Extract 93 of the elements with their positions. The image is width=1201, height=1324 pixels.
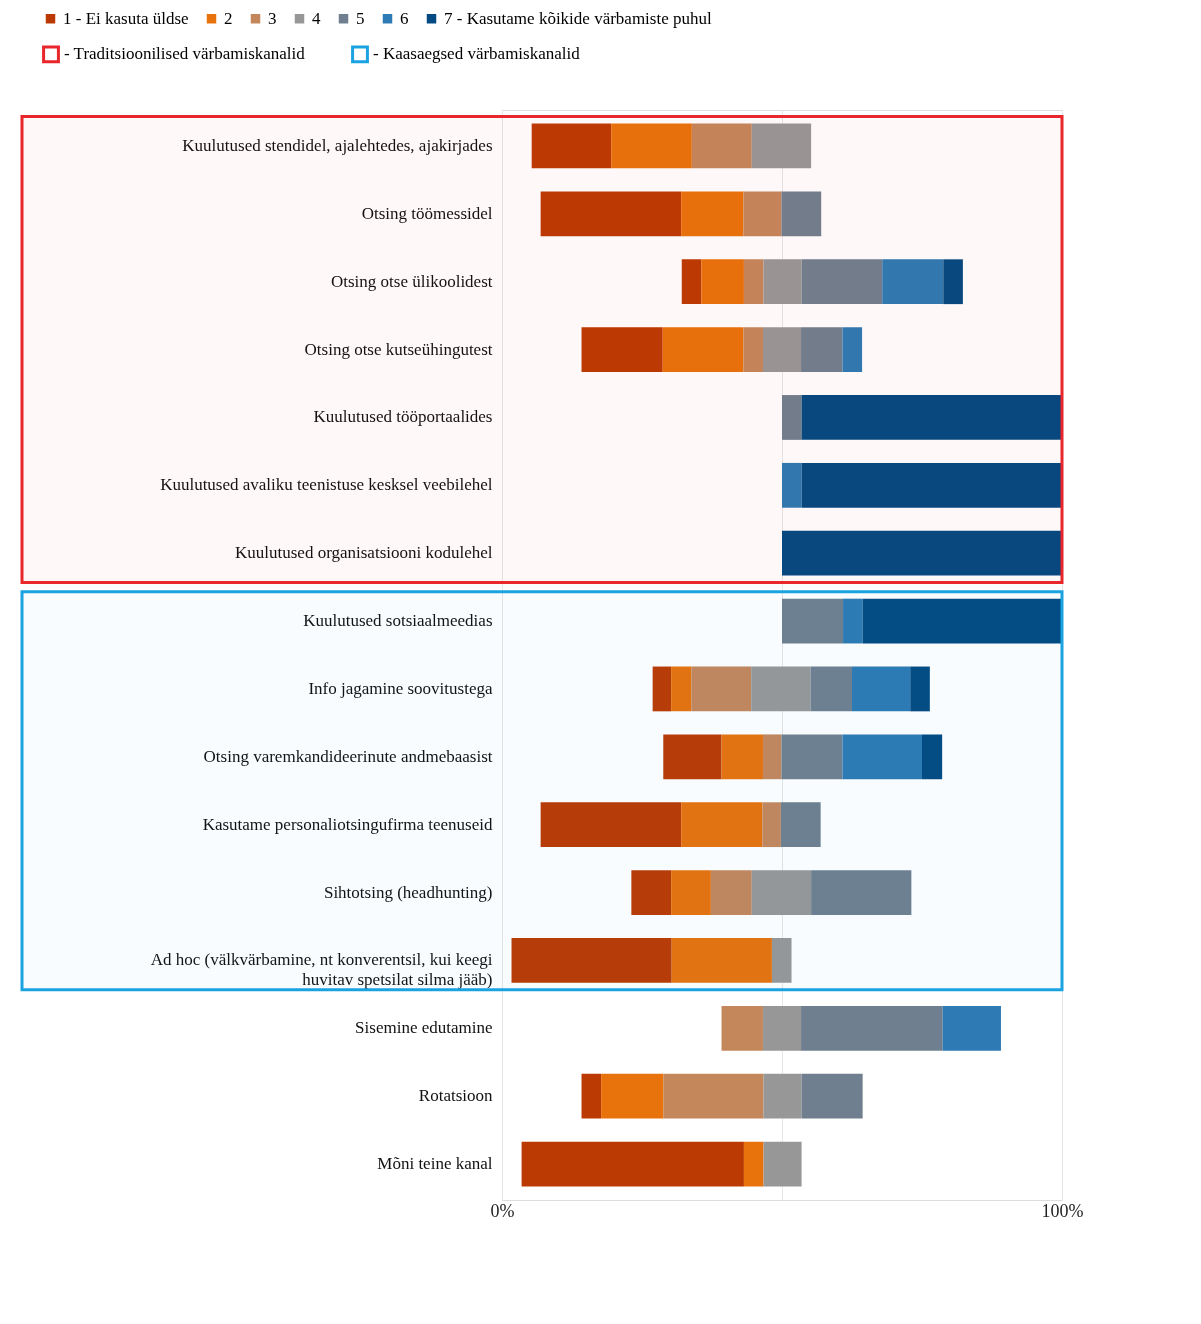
y-tick-label: Rotatsioon <box>418 1086 493 1106</box>
bar <box>763 1073 802 1119</box>
y-tick-label: Sisemine edutamine <box>355 1018 493 1038</box>
legend-label: - Traditsioonilised värbamiskanalid <box>64 44 306 64</box>
bar <box>801 395 1062 440</box>
bar <box>943 259 963 305</box>
bar <box>681 191 744 237</box>
bar <box>801 1005 943 1051</box>
bar <box>721 734 763 780</box>
bar <box>922 734 943 780</box>
y-tick-label: Kuulutused avaliku teenistuse kesksel veebilehel <box>160 475 493 495</box>
y-tick-label: Sihtotsing (headhunting) <box>323 882 493 902</box>
legend-label: 1 - Ei kasuta üldse <box>63 8 189 28</box>
bar <box>581 1073 602 1119</box>
y-tick-label: Kuulutused organisatsiooni kodulehel <box>235 543 493 563</box>
bar <box>910 666 930 712</box>
bar <box>710 870 752 915</box>
bar <box>751 870 812 915</box>
bar <box>842 327 863 372</box>
bar <box>581 327 663 372</box>
y-tick-label: Otsing otse ülikoolidest <box>331 271 493 291</box>
y-tick-label: Otsing varemkandideerinute andmebaasist <box>203 746 493 766</box>
bar <box>681 802 763 848</box>
bar <box>843 598 863 644</box>
bar <box>751 666 811 712</box>
bar <box>801 1073 863 1119</box>
bar <box>782 462 802 508</box>
y-tick-label: Info jagamine soovitustega <box>308 678 493 698</box>
legend-label: 3 <box>268 8 277 28</box>
bar <box>681 259 702 305</box>
bar <box>762 734 782 780</box>
bar <box>691 123 752 169</box>
bar <box>721 1005 763 1051</box>
bar <box>842 734 922 780</box>
y-tick-label: Kuulutused sotsiaalmeedias <box>303 611 493 631</box>
y-tick-label: Ad hoc (välkvärbamine, nt konverentsil, kui keegi huvitav spetsilat silma jääb) <box>150 950 493 990</box>
bar <box>782 530 1062 576</box>
bar <box>540 802 682 848</box>
bar <box>763 259 802 305</box>
bar <box>782 395 802 440</box>
bar <box>601 1073 664 1119</box>
bar <box>780 802 821 848</box>
bar <box>781 734 843 780</box>
bar <box>762 802 781 848</box>
bar <box>743 259 764 305</box>
bar <box>511 938 672 983</box>
bar <box>663 1073 764 1119</box>
legend-label: 5 <box>356 8 365 28</box>
bar <box>801 327 843 372</box>
bar <box>671 870 711 915</box>
bar <box>540 191 682 237</box>
y-tick-label: Mõni teine kanal <box>377 1154 493 1174</box>
bar <box>942 1005 1001 1051</box>
bar <box>611 123 692 169</box>
bar <box>782 598 844 644</box>
legend-label: 2 <box>224 8 233 28</box>
y-tick-label: Kasutame personaliotsingufirma teenuseid <box>202 814 493 834</box>
bar <box>882 259 944 305</box>
x-tick-label: 100% <box>1041 1200 1084 1221</box>
legend-label: 4 <box>312 8 321 28</box>
legend-label: - Kaasaegsed värbamiskanalid <box>373 44 581 64</box>
bar <box>763 1141 802 1187</box>
bar <box>521 1141 744 1187</box>
bar <box>662 327 744 372</box>
bar <box>762 327 802 372</box>
y-tick-label: Otsing töömessidel <box>361 203 493 223</box>
legend-label: 7 - Kasutame kõikide värbamiste puhul <box>444 8 712 28</box>
bar <box>801 259 883 305</box>
y-tick-label: Kuulutused stendidel, ajalehtedes, ajakirjades <box>182 135 493 155</box>
bar <box>652 666 672 712</box>
bar <box>811 870 912 915</box>
bar <box>743 191 782 237</box>
bar <box>671 666 692 712</box>
y-tick-label: Otsing otse kutseühingutest <box>304 339 493 359</box>
bar <box>852 666 911 712</box>
bar <box>862 598 1062 644</box>
bar <box>743 1141 764 1187</box>
x-tick-label: 0% <box>490 1200 515 1221</box>
bar <box>801 462 1062 508</box>
bar <box>531 123 612 169</box>
bar <box>631 870 672 915</box>
bar <box>691 666 752 712</box>
bar <box>810 666 852 712</box>
bar <box>751 123 812 169</box>
bar <box>781 191 822 237</box>
bar <box>701 259 744 305</box>
bar <box>762 1005 802 1051</box>
bar <box>771 938 792 983</box>
y-tick-label: Kuulutused tööportaalides <box>313 407 493 427</box>
bar <box>743 327 763 372</box>
bar <box>671 938 772 983</box>
bar <box>663 734 722 780</box>
legend-label: 6 <box>400 8 409 28</box>
